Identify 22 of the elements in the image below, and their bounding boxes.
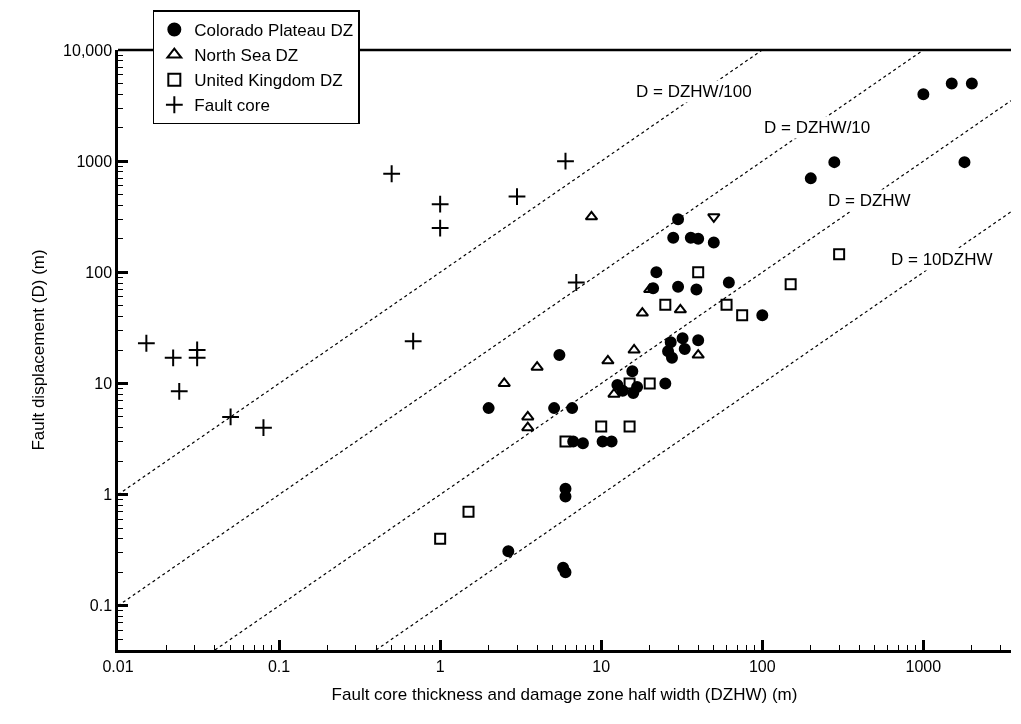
legend-label: Colorado Plateau DZ [194, 21, 354, 41]
annotation: D = 10DZHW [891, 250, 993, 269]
y-tick-label: 100 [85, 263, 113, 281]
y-tick-label: 1000 [76, 152, 113, 170]
annotation: D = DZHW/100 [636, 82, 752, 101]
annotation: D = DZHW/10 [764, 118, 871, 137]
x-tick-label: 1 [435, 657, 445, 675]
legend-label: Fault core [194, 96, 270, 116]
x-tick-label: 1000 [905, 657, 942, 675]
x-tick-label: 100 [748, 657, 776, 675]
legend-label: United Kingdom DZ [194, 71, 343, 91]
x-tick-label: 10 [592, 657, 611, 675]
y-tick-label: 0.1 [89, 597, 113, 615]
y-tick-label: 10 [94, 375, 113, 393]
x-axis-title: Fault core thickness and damage zone half width (DZHW) (m) [331, 685, 798, 705]
legend-label: North Sea DZ [194, 46, 299, 66]
x-tick-label: 0.01 [102, 657, 134, 675]
annotation: D = DZHW [828, 191, 911, 210]
x-tick-label: 0.1 [267, 657, 291, 675]
y-tick-label: 1 [103, 486, 113, 504]
y-tick-label: 10,000 [63, 41, 113, 59]
y-axis-title: Fault displacement (D) (m) [28, 249, 48, 451]
